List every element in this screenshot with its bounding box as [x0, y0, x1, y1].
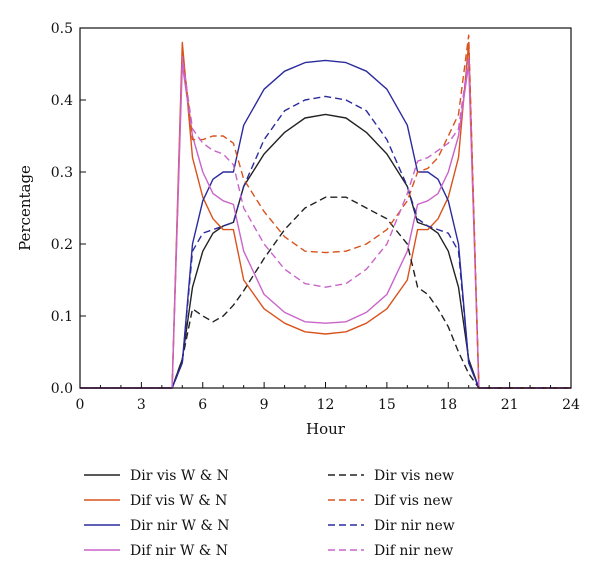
y-tick-label: 0.4: [51, 93, 73, 109]
x-tick-label: 6: [198, 397, 207, 413]
series-line-6: [80, 34, 571, 389]
legend-label: Dir nir new: [374, 518, 455, 534]
x-tick-label: 24: [562, 397, 580, 413]
x-tick-label: 0: [76, 397, 85, 413]
y-tick-label: 0.5: [51, 21, 73, 37]
y-tick-label: 0.1: [51, 309, 73, 325]
y-tick-label: 0.3: [51, 165, 73, 181]
series-line-1: [80, 113, 571, 389]
legend-label: Dir vis W & N: [130, 468, 229, 484]
x-tick-label: 18: [439, 397, 457, 413]
legend-label: Dir nir W & N: [130, 518, 229, 534]
y-tick-label: 0.0: [51, 381, 73, 397]
y-axis-title: Percentage: [16, 165, 34, 251]
x-tick-label: 15: [378, 397, 396, 413]
legend-label: Dif nir W & N: [130, 543, 228, 559]
legend-label: Dif vis W & N: [130, 493, 227, 509]
legend-label: Dir vis new: [374, 468, 454, 484]
x-axis-title: Hour: [306, 420, 346, 438]
y-tick-label: 0.2: [51, 237, 73, 253]
legend-label: Dif vis new: [374, 493, 453, 509]
x-tick-label: 9: [260, 397, 269, 413]
x-tick-label: 21: [501, 397, 519, 413]
plot-area: [80, 34, 571, 389]
axes: 0 3 6 9 12 15 18 21 24 0.0 0.1 0.2 0.3 0.4 0.5: [51, 21, 580, 413]
series-line-3: [80, 59, 571, 389]
series-line-5: [80, 196, 571, 389]
series-line-8: [80, 56, 571, 389]
series-line-7: [80, 95, 571, 389]
x-tick-label: 12: [317, 397, 335, 413]
series-line-4: [80, 63, 571, 389]
series-line-2: [80, 41, 571, 389]
legend-label: Dif nir new: [374, 543, 453, 559]
x-tick-label: 3: [137, 397, 146, 413]
legend: Dir vis W & N Dif vis W & N Dir nir W & N D…: [84, 468, 455, 559]
